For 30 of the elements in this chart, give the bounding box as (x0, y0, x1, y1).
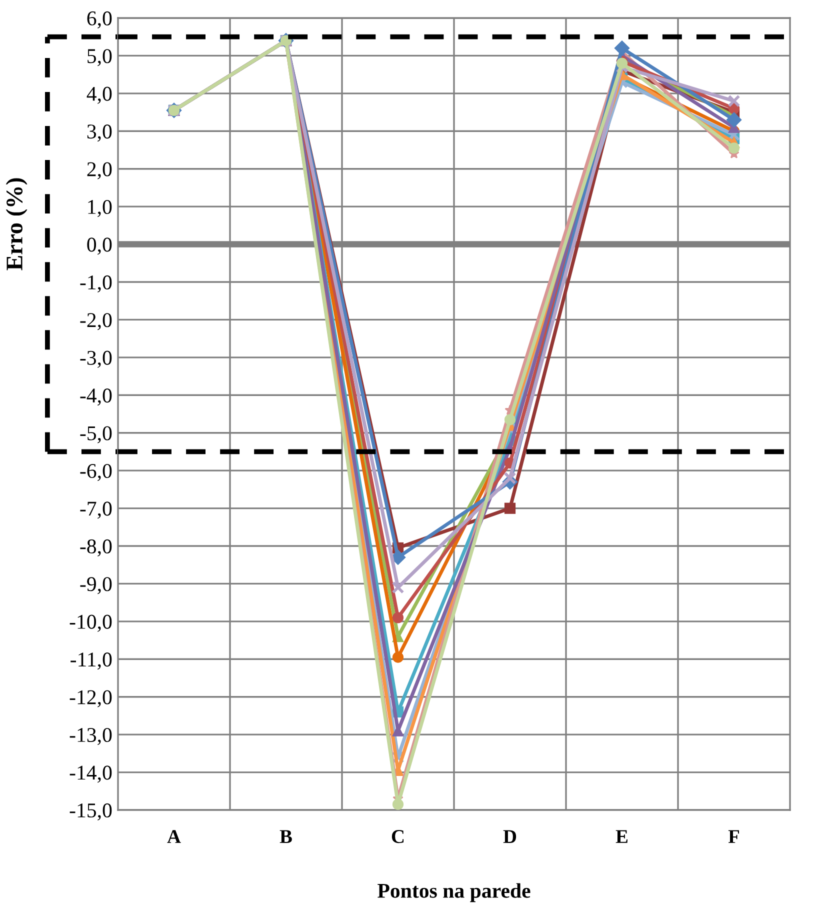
y-tick-label: 1,0 (88, 200, 112, 218)
y-tick-label: -1,0 (80, 275, 112, 292)
y-tick-label: 4,0 (86, 86, 112, 104)
x-tick-label: C (392, 830, 404, 844)
y-axis-title: Erro (%) (6, 178, 28, 270)
x-axis-title: Pontos na parede (378, 883, 530, 902)
y-tick-label: -11,0 (70, 652, 112, 670)
y-tick-label: 5,0 (88, 49, 112, 66)
y-tick-label: 3,0 (87, 124, 112, 142)
y-tick-label: -4,0 (80, 388, 112, 406)
x-tick-label: D (503, 830, 516, 843)
y-tick-label: 2,0 (87, 162, 112, 180)
y-tick-label: -13,0 (70, 728, 112, 746)
y-tick-label: -10,0 (70, 614, 112, 632)
y-tick-label: -9,0 (80, 577, 112, 594)
x-tick-label: E (616, 830, 628, 843)
y-tick-label: -8,0 (80, 539, 112, 556)
y-tick-label: 6,0 (87, 11, 112, 28)
x-tick-label: F (728, 830, 740, 843)
y-tick-label: -2,0 (80, 313, 112, 330)
y-tick-label: -15,0 (70, 803, 112, 820)
y-tick-label: -3,0 (80, 350, 112, 368)
x-tick-label: A (167, 830, 181, 843)
y-tick-label: -6,0 (80, 464, 112, 482)
y-tick-label: -12,0 (70, 690, 112, 708)
x-tick-label: B (280, 830, 292, 843)
y-tick-label: -5,0 (80, 426, 112, 444)
y-tick-label: -7,0 (80, 502, 112, 519)
y-tick-label: -14,0 (70, 766, 112, 783)
y-tick-label: 0,0 (87, 238, 112, 255)
